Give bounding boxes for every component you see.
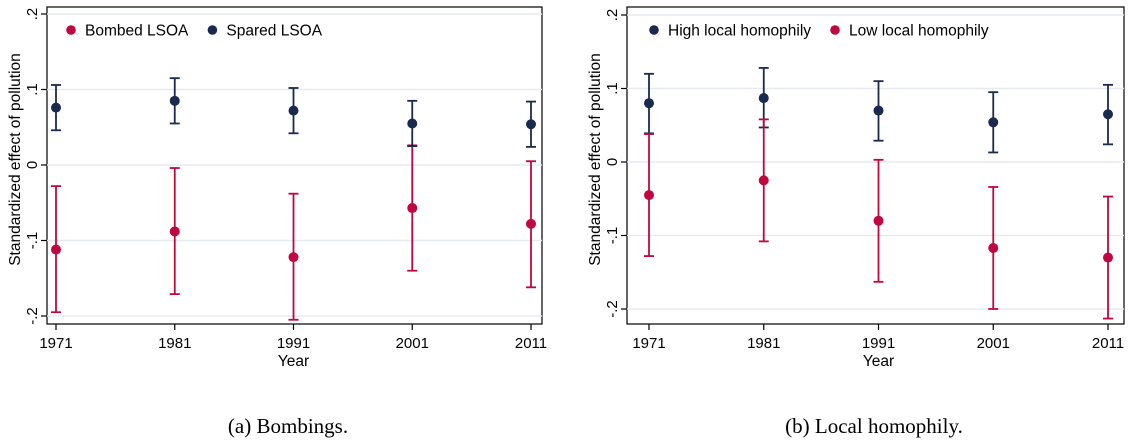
data-point	[873, 215, 884, 226]
y-tick-label: .2	[24, 8, 41, 21]
data-point	[873, 105, 884, 116]
legend-label: Bombed LSOA	[85, 23, 189, 40]
figure-caption: (a) Bombings.	[228, 414, 348, 438]
legend-marker	[207, 25, 218, 35]
x-tick-label: 1981	[747, 335, 780, 352]
x-tick-label: 2001	[396, 335, 429, 352]
series-spared-lsoa	[51, 77, 536, 148]
y-tick-label: .1	[24, 83, 41, 96]
data-point	[1103, 109, 1113, 120]
legend-label: Spared LSOA	[226, 23, 322, 40]
legend-label: High local homophily	[668, 23, 811, 40]
data-point	[644, 190, 654, 201]
data-point	[988, 242, 999, 253]
data-point	[288, 252, 299, 263]
data-point	[51, 102, 61, 113]
x-tick-label: 1971	[632, 335, 665, 352]
legend-label: Low local homophily	[849, 23, 989, 40]
y-tick-label: -.2	[24, 307, 41, 325]
chart-panel-homophily: .2 .1 0 -.1 -.2 1971 1981 1991 2001 2011 Year Stand…	[587, 6, 1125, 438]
y-tick-label: -.2	[604, 300, 621, 318]
y-tick-label: .1	[604, 82, 621, 95]
data-point	[758, 175, 769, 186]
x-tick-label: 2011	[515, 335, 547, 352]
x-tick-label: 1991	[277, 335, 310, 352]
y-axis-title: Standardized effect of pollution	[7, 53, 24, 266]
y-tick-label: -.1	[24, 232, 41, 250]
plot-frame	[626, 6, 1125, 325]
x-tick-label: 2001	[977, 335, 1010, 352]
x-tick-label: 1971	[39, 335, 72, 352]
y-tick-label: 0	[604, 158, 621, 166]
chart-panel-bombings: .2 .1 0 -.1 -.2 1971 1981 1991 2001 2011 Year Stand…	[7, 6, 547, 438]
legend-item: Spared LSOA	[207, 23, 323, 40]
y-tick-label: .2	[604, 9, 621, 22]
x-tick-label: 2011	[1092, 335, 1124, 352]
x-axis-title: Year	[863, 353, 894, 370]
data-point	[51, 244, 61, 255]
legend-marker	[66, 25, 76, 35]
data-point	[407, 118, 418, 129]
data-point	[288, 105, 299, 116]
x-tick-label: 1981	[158, 335, 191, 352]
series-high-local-homophily	[644, 67, 1113, 154]
data-point	[526, 218, 536, 229]
data-point	[169, 226, 180, 237]
data-point	[988, 117, 999, 128]
legend-item: High local homophily	[649, 23, 811, 40]
x-tick-label: 1991	[862, 335, 895, 352]
y-axis-title: Standardized effect of pollution	[587, 53, 604, 266]
data-point	[644, 98, 654, 109]
data-point	[407, 203, 418, 214]
series-bombed-lsoa	[51, 144, 536, 321]
x-axis-title: Year	[278, 353, 309, 370]
legend-item: Bombed LSOA	[66, 23, 189, 40]
y-tick-label: -.1	[604, 227, 621, 245]
data-point	[1103, 252, 1113, 263]
legend-item: Low local homophily	[830, 23, 989, 40]
legend-marker	[830, 25, 840, 35]
data-point	[758, 93, 769, 104]
data-point	[526, 119, 536, 130]
legend-marker	[649, 25, 659, 35]
series-low-local-homophily	[644, 118, 1113, 320]
data-point	[169, 95, 180, 106]
y-tick-label: 0	[24, 161, 41, 169]
figure-caption: (b) Local homophily.	[785, 414, 963, 438]
